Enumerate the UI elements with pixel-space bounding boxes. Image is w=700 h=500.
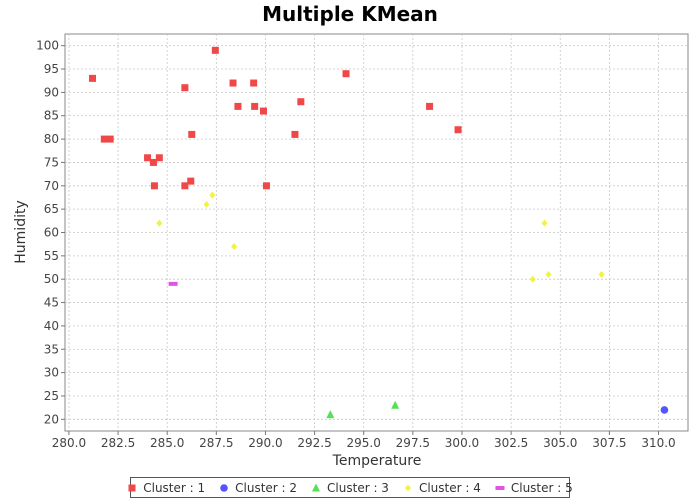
x-tick-label: 295.0 (347, 436, 381, 450)
y-tick-label: 60 (44, 226, 59, 240)
data-point-cluster-1 (181, 182, 189, 190)
y-tick-label: 25 (44, 389, 59, 403)
legend: Cluster : 1 Cluster : 2 Cluster : 3 Cluster… (127, 477, 573, 498)
data-point-cluster-1 (188, 130, 196, 138)
y-tick-label: 35 (44, 342, 59, 356)
y-tick-label: 100 (36, 39, 59, 53)
legend-item-cluster-3: Cluster : 3 (311, 481, 389, 495)
data-point-cluster-3 (326, 410, 335, 419)
data-point-cluster-1 (297, 98, 305, 106)
data-point-cluster-1 (426, 102, 434, 110)
data-point-cluster-1 (100, 135, 108, 143)
legend-swatch (220, 483, 228, 492)
x-tick-label: 287.5 (199, 436, 233, 450)
data-point-cluster-4 (203, 200, 210, 208)
data-point-cluster-4 (209, 191, 216, 199)
x-tick-label: 305.0 (543, 436, 577, 450)
x-tick-label: 280.0 (52, 436, 86, 450)
chart-title: Multiple KMean (262, 2, 438, 26)
y-tick-label: 95 (44, 62, 59, 76)
x-tick-label: 297.5 (396, 436, 430, 450)
data-point-cluster-1 (342, 70, 350, 78)
data-point-cluster-1 (150, 182, 158, 190)
data-point-cluster-4 (545, 271, 552, 279)
data-point-cluster-1 (149, 158, 157, 166)
data-point-cluster-1 (259, 107, 267, 115)
data-point-cluster-1 (211, 46, 219, 54)
x-tick-label: 307.5 (592, 436, 626, 450)
legend-label: Cluster : 4 (418, 480, 481, 495)
legend-marker (220, 483, 228, 492)
y-tick-label: 50 (44, 272, 59, 286)
data-point-cluster-1 (291, 130, 299, 138)
y-tick-label: 45 (44, 296, 59, 310)
legend-item-cluster-1: Cluster : 1 (127, 481, 205, 495)
legend-marker (312, 483, 321, 491)
data-point-cluster-4 (541, 219, 548, 227)
legend-marker (404, 484, 411, 491)
x-tick-label: 302.5 (494, 436, 528, 450)
data-points (89, 46, 669, 419)
y-tick-label: 55 (44, 249, 59, 263)
data-point-cluster-1 (234, 102, 242, 110)
axis-ticks: 280.0 282.5 285.0 287.5 290.0 292.5 295.0 297.5… (36, 39, 676, 450)
y-tick-label: 20 (44, 412, 59, 426)
x-tick-label: 290.0 (248, 436, 282, 450)
data-point-cluster-4 (598, 271, 605, 279)
x-tick-label: 300.0 (445, 436, 479, 450)
data-point-cluster-1 (250, 79, 258, 87)
legend-label: Cluster : 1 (143, 480, 206, 495)
x-tick-label: 285.0 (150, 436, 184, 450)
x-tick-label: 292.5 (297, 436, 331, 450)
x-axis-label: Temperature (332, 453, 422, 469)
y-tick-label: 30 (44, 366, 59, 380)
data-point-cluster-1 (187, 177, 195, 185)
legend-swatch (404, 484, 411, 491)
y-tick-label: 65 (44, 202, 59, 216)
y-tick-label: 80 (44, 132, 59, 146)
legend-item-cluster-2: Cluster : 2 (219, 481, 297, 495)
data-point-cluster-4 (231, 243, 238, 251)
data-point-cluster-1 (89, 74, 97, 82)
legend-marker (128, 484, 136, 491)
legend-label: Cluster : 5 (510, 480, 573, 495)
data-point-cluster-1 (454, 126, 462, 134)
y-tick-label: 70 (44, 179, 59, 193)
data-point-cluster-3 (391, 400, 400, 409)
x-tick-label: 282.5 (101, 436, 135, 450)
legend-swatch (312, 483, 321, 491)
legend-swatch (495, 485, 505, 490)
data-point-cluster-1 (229, 79, 237, 87)
legend-swatch (128, 484, 136, 491)
data-point-cluster-5 (168, 281, 178, 286)
data-point-cluster-1 (144, 154, 152, 162)
data-point-cluster-4 (529, 275, 536, 283)
plot-area (64, 33, 689, 432)
legend-marker (495, 485, 505, 490)
y-tick-label: 90 (44, 85, 59, 99)
data-point-cluster-1 (262, 182, 270, 190)
x-tick-label: 310.0 (641, 436, 675, 450)
legend-item-cluster-4: Cluster : 4 (403, 481, 481, 495)
y-tick-label: 75 (44, 155, 59, 169)
data-point-cluster-1 (106, 135, 114, 143)
y-axis-label: Humidity (13, 200, 29, 263)
legend-item-cluster-5: Cluster : 5 (495, 481, 573, 495)
legend-label: Cluster : 3 (327, 480, 389, 495)
data-point-cluster-1 (181, 84, 189, 92)
scatter-plot: 280.0 282.5 285.0 287.5 290.0 292.5 295.0 297.5… (13, 33, 689, 469)
data-point-cluster-2 (660, 406, 669, 414)
data-point-cluster-1 (251, 102, 259, 110)
y-tick-label: 40 (44, 319, 59, 333)
y-tick-label: 85 (44, 109, 59, 123)
legend-label: Cluster : 2 (235, 480, 298, 495)
data-point-cluster-4 (156, 219, 163, 227)
data-point-cluster-1 (155, 154, 163, 162)
